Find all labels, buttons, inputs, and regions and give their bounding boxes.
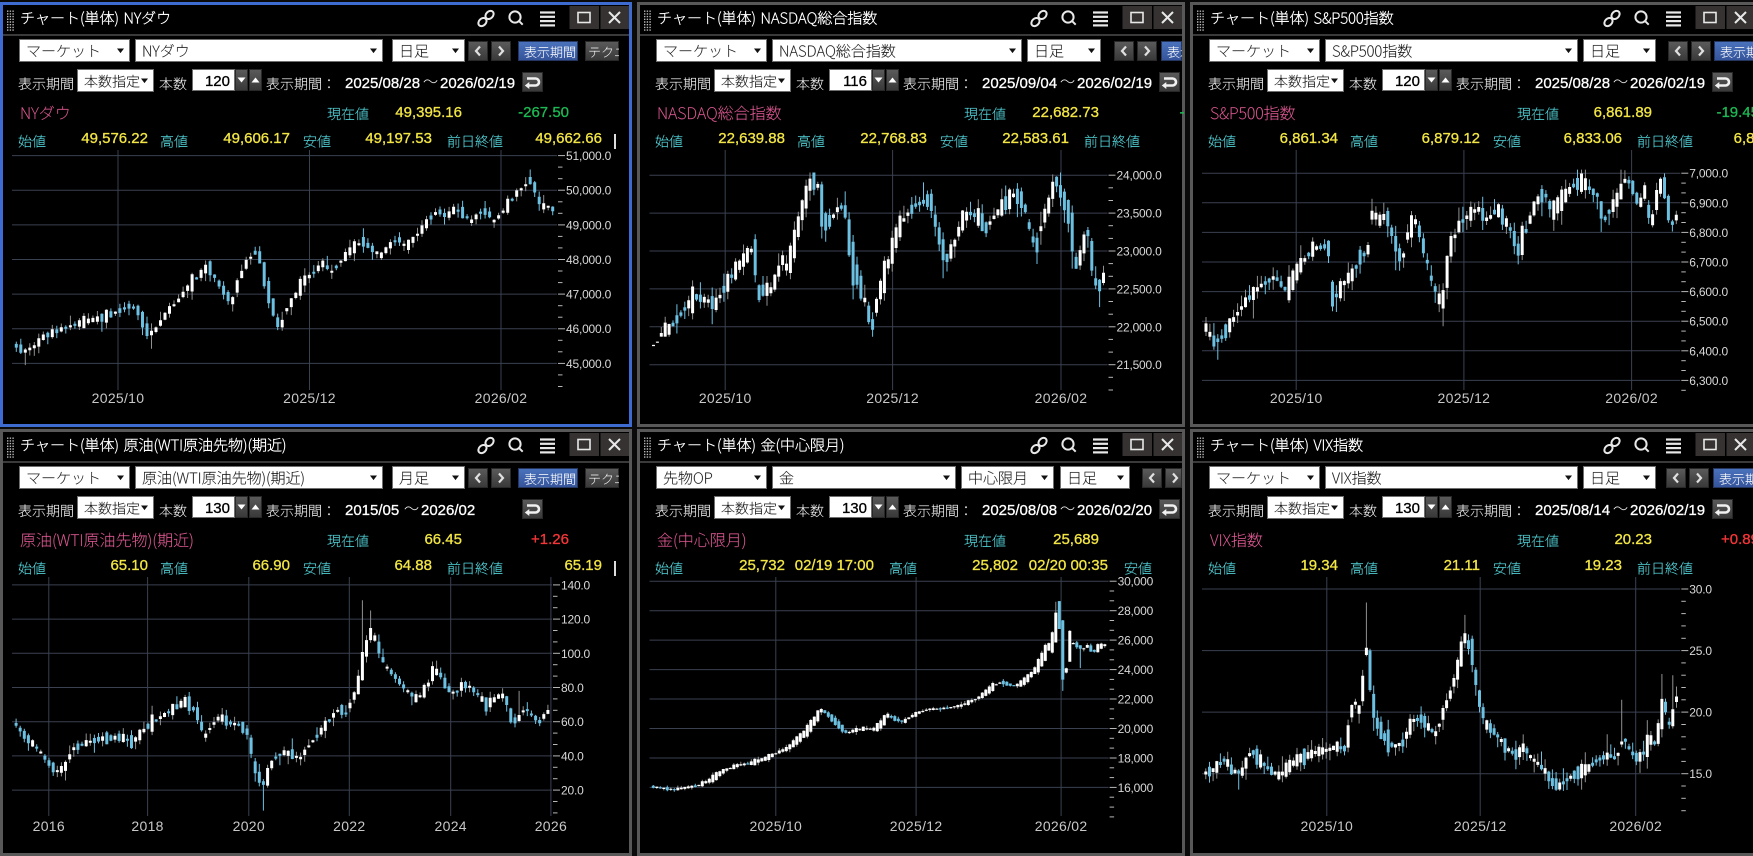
svg-text:2025/10: 2025/10: [749, 818, 802, 834]
svg-text:46,000.0: 46,000.0: [566, 322, 612, 336]
svg-text:48,000.0: 48,000.0: [566, 253, 612, 267]
svg-text:6,600.0: 6,600.0: [1689, 285, 1728, 299]
svg-text:2020: 2020: [233, 818, 265, 834]
svg-text:2026: 2026: [535, 818, 567, 834]
svg-text:25.0: 25.0: [1689, 644, 1712, 658]
svg-text:24,000.0: 24,000.0: [1117, 169, 1163, 183]
svg-text:26,000: 26,000: [1118, 634, 1154, 648]
svg-text:49,000.0: 49,000.0: [566, 218, 612, 232]
svg-text:23,000.0: 23,000.0: [1117, 245, 1163, 259]
svg-text:2026/02: 2026/02: [1609, 818, 1662, 834]
svg-text:6,800.0: 6,800.0: [1689, 226, 1728, 240]
svg-text:2025/12: 2025/12: [1438, 390, 1491, 406]
svg-text:6,300.0: 6,300.0: [1689, 374, 1728, 388]
svg-text:80.0: 80.0: [561, 681, 584, 695]
svg-text:2026/02: 2026/02: [1605, 390, 1658, 406]
svg-text:16,000: 16,000: [1118, 781, 1154, 795]
svg-text:2025/12: 2025/12: [283, 390, 336, 406]
svg-text:28,000: 28,000: [1118, 604, 1154, 618]
svg-text:2016: 2016: [33, 818, 65, 834]
svg-text:20.0: 20.0: [561, 784, 584, 798]
svg-text:45,000.0: 45,000.0: [566, 357, 612, 371]
svg-text:2025/10: 2025/10: [1270, 390, 1323, 406]
svg-text:2022: 2022: [333, 818, 365, 834]
svg-text:2025/12: 2025/12: [890, 818, 943, 834]
svg-text:22,000.0: 22,000.0: [1117, 320, 1163, 334]
svg-text:2025/10: 2025/10: [699, 390, 752, 406]
svg-text:2018: 2018: [131, 818, 163, 834]
svg-text:60.0: 60.0: [561, 715, 584, 729]
svg-text:6,500.0: 6,500.0: [1689, 315, 1728, 329]
svg-text:24,000: 24,000: [1118, 663, 1154, 677]
svg-text:40.0: 40.0: [561, 749, 584, 763]
svg-text:100.0: 100.0: [561, 647, 591, 661]
svg-text:22,500.0: 22,500.0: [1117, 282, 1163, 296]
svg-text:22,000: 22,000: [1118, 693, 1154, 707]
svg-text:2024: 2024: [435, 818, 467, 834]
svg-text:18,000: 18,000: [1118, 752, 1154, 766]
svg-text:2026/02: 2026/02: [475, 390, 528, 406]
svg-text:6,700.0: 6,700.0: [1689, 256, 1728, 270]
svg-text:47,000.0: 47,000.0: [566, 288, 612, 302]
svg-text:2025/12: 2025/12: [866, 390, 919, 406]
svg-text:2025/12: 2025/12: [1454, 818, 1507, 834]
svg-text:21,500.0: 21,500.0: [1117, 358, 1163, 372]
svg-text:15.0: 15.0: [1689, 767, 1712, 781]
svg-text:51,000.0: 51,000.0: [566, 149, 612, 163]
svg-text:140.0: 140.0: [561, 578, 591, 592]
svg-text:30.0: 30.0: [1689, 583, 1712, 597]
svg-text:2026/02: 2026/02: [1035, 818, 1088, 834]
svg-text:6,400.0: 6,400.0: [1689, 344, 1728, 358]
svg-text:20,000: 20,000: [1118, 722, 1154, 736]
svg-text:2025/10: 2025/10: [92, 390, 145, 406]
svg-text:2026/02: 2026/02: [1035, 390, 1088, 406]
svg-text:20.0: 20.0: [1689, 706, 1712, 720]
svg-text:23,500.0: 23,500.0: [1117, 207, 1163, 221]
svg-text:7,000.0: 7,000.0: [1689, 167, 1728, 181]
svg-text:6,900.0: 6,900.0: [1689, 196, 1728, 210]
svg-text:120.0: 120.0: [561, 613, 591, 627]
svg-text:50,000.0: 50,000.0: [566, 184, 612, 198]
svg-text:30,000: 30,000: [1118, 575, 1154, 589]
svg-text:2025/10: 2025/10: [1300, 818, 1353, 834]
